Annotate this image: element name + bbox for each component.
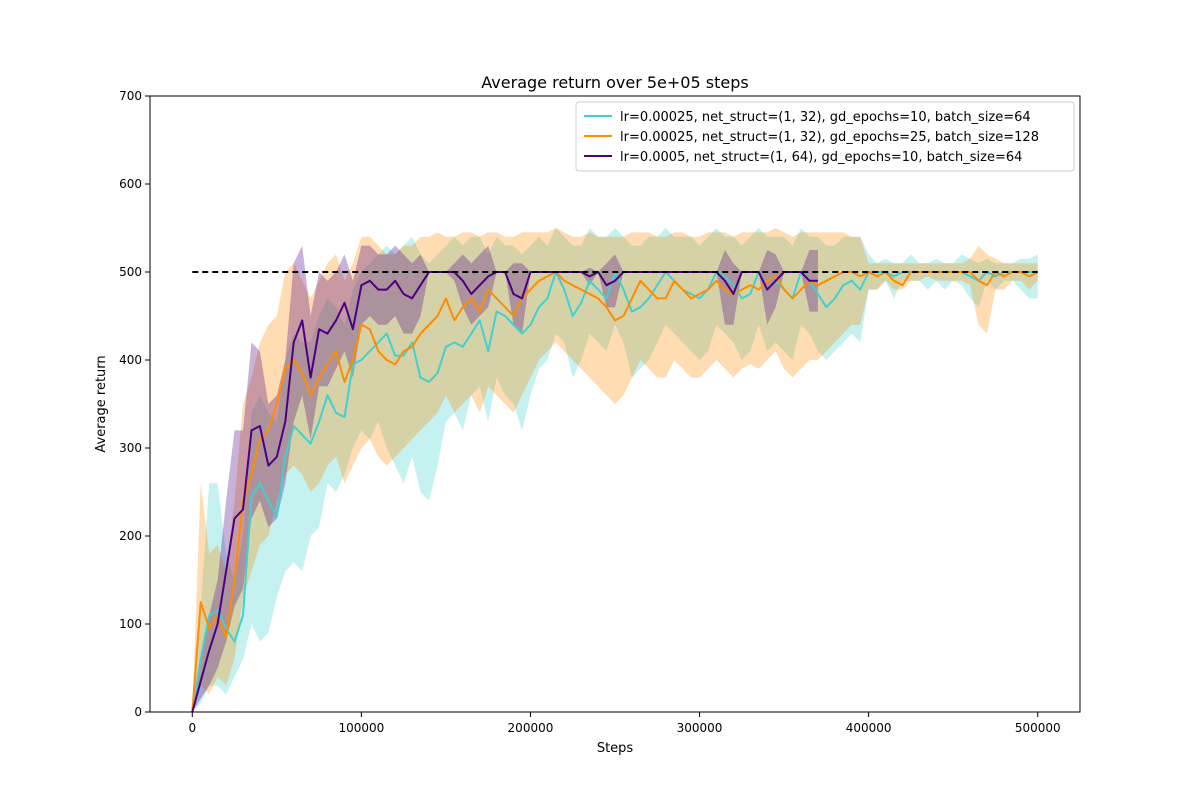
confidence-bands	[192, 228, 1038, 712]
x-tick-label: 300000	[677, 721, 723, 735]
series-band-3	[192, 245, 818, 712]
series-band-2	[192, 228, 1038, 712]
x-axis-ticks: 0 100000 200000 300000 400000 500000	[188, 712, 1061, 735]
series-line-2	[191, 271, 1039, 713]
x-tick-label: 400000	[846, 721, 892, 735]
legend-label-2: lr=0.00025, net_struct=(1, 32), gd_epoch…	[620, 130, 1039, 145]
x-tick-label: 500000	[1015, 721, 1061, 735]
y-axis-ticks: 0 100 200 300 400 500 600 700	[119, 89, 150, 719]
series-band-1	[192, 228, 1038, 712]
legend-label-3: lr=0.0005, net_struct=(1, 64), gd_epochs…	[620, 150, 1022, 165]
legend-box	[575, 101, 1075, 172]
y-tick-label: 700	[119, 89, 142, 103]
y-axis-label: Average return	[94, 355, 109, 452]
chart-title: Average return over 5e+05 steps	[481, 73, 748, 92]
x-tick-label: 100000	[338, 721, 384, 735]
y-tick-label: 500	[119, 265, 142, 279]
y-tick-label: 400	[119, 353, 142, 367]
y-tick-label: 600	[119, 177, 142, 191]
plot-frame	[149, 95, 1081, 713]
y-tick-label: 0	[134, 705, 142, 719]
x-axis-label: Steps	[597, 741, 634, 756]
y-tick-label: 300	[119, 441, 142, 455]
y-tick-label: 200	[119, 529, 142, 543]
legend: lr=0.00025, net_struct=(1, 32), gd_epoch…	[575, 101, 1075, 172]
x-tick-label: 0	[188, 721, 196, 735]
y-tick-label: 100	[119, 617, 142, 631]
legend-label-1: lr=0.00025, net_struct=(1, 32), gd_epoch…	[620, 110, 1031, 125]
x-tick-label: 200000	[508, 721, 554, 735]
